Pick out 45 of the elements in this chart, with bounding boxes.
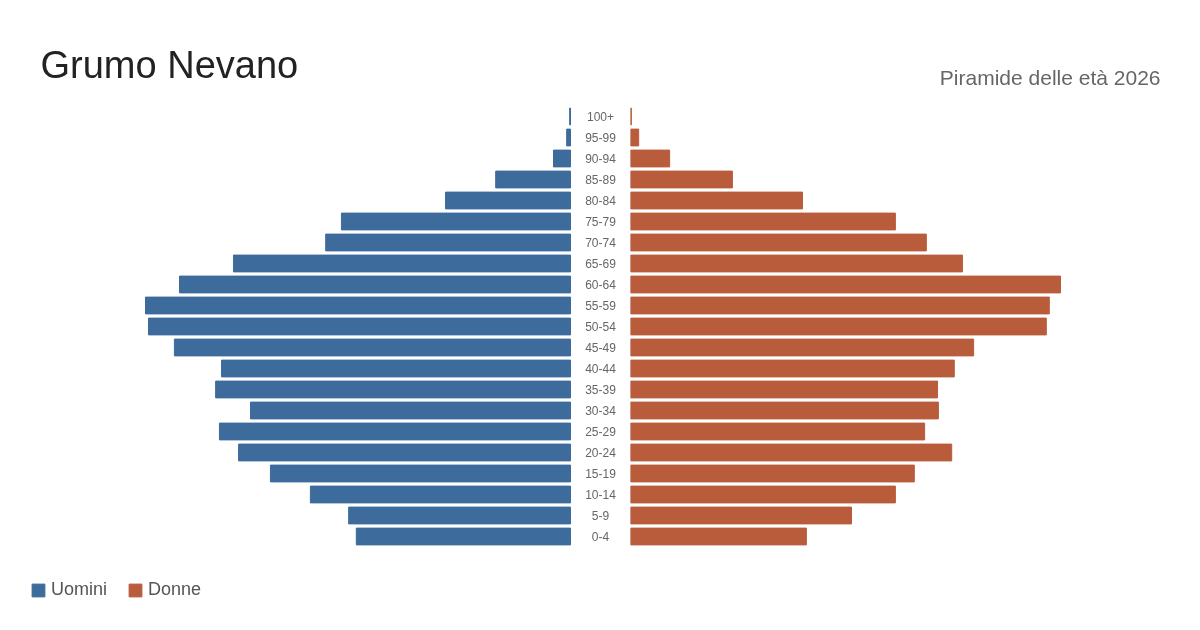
y-tick-label: 95-99 — [585, 131, 617, 145]
y-tick-label: 20-24 — [585, 446, 617, 460]
bar — [630, 527, 807, 546]
bar — [630, 317, 1047, 336]
legend-label: Uomini — [51, 579, 108, 600]
bar — [630, 233, 927, 252]
y-tick-label: 85-89 — [585, 173, 617, 187]
bar — [630, 464, 915, 483]
bar — [630, 128, 640, 147]
bar — [630, 485, 896, 504]
y-tick-label: 60-64 — [585, 278, 617, 292]
y-tick-label: 80-84 — [585, 194, 617, 208]
y-tick-label: 25-29 — [585, 425, 617, 439]
y-tick-label: 45-49 — [585, 341, 617, 355]
bar — [630, 443, 953, 462]
y-tick-label: 15-19 — [585, 467, 617, 481]
bar — [630, 422, 926, 441]
bar — [630, 296, 1050, 315]
bar — [630, 359, 955, 378]
y-tick-label: 100+ — [586, 110, 615, 124]
chart-subtitle: Piramide delle età 2026 — [939, 65, 1161, 89]
bar — [630, 338, 975, 357]
y-tick-label: 40-44 — [585, 362, 617, 376]
y-tick-label: 10-14 — [585, 488, 617, 502]
y-tick-label: 50-54 — [585, 320, 617, 334]
y-tick-label: 30-34 — [585, 404, 617, 418]
bar — [630, 380, 939, 399]
bar — [630, 254, 963, 273]
bar — [630, 170, 733, 189]
bar — [630, 275, 1061, 294]
y-tick-label: 0-4 — [591, 530, 610, 544]
y-tick-label: 5-9 — [591, 509, 610, 523]
chart-title: Grumo Nevano — [40, 43, 299, 86]
bar — [630, 191, 803, 210]
bar — [630, 506, 853, 525]
y-tick-label: 35-39 — [585, 383, 617, 397]
y-tick-label: 90-94 — [585, 152, 617, 166]
legend-label: Donne — [148, 579, 202, 600]
y-tick-label: 65-69 — [585, 257, 617, 271]
bar — [630, 212, 896, 231]
bar — [630, 401, 939, 420]
y-tick-label: 55-59 — [585, 299, 617, 313]
y-tick-label: 75-79 — [585, 215, 617, 229]
bar — [630, 149, 671, 168]
y-tick-label: 70-74 — [585, 236, 617, 250]
